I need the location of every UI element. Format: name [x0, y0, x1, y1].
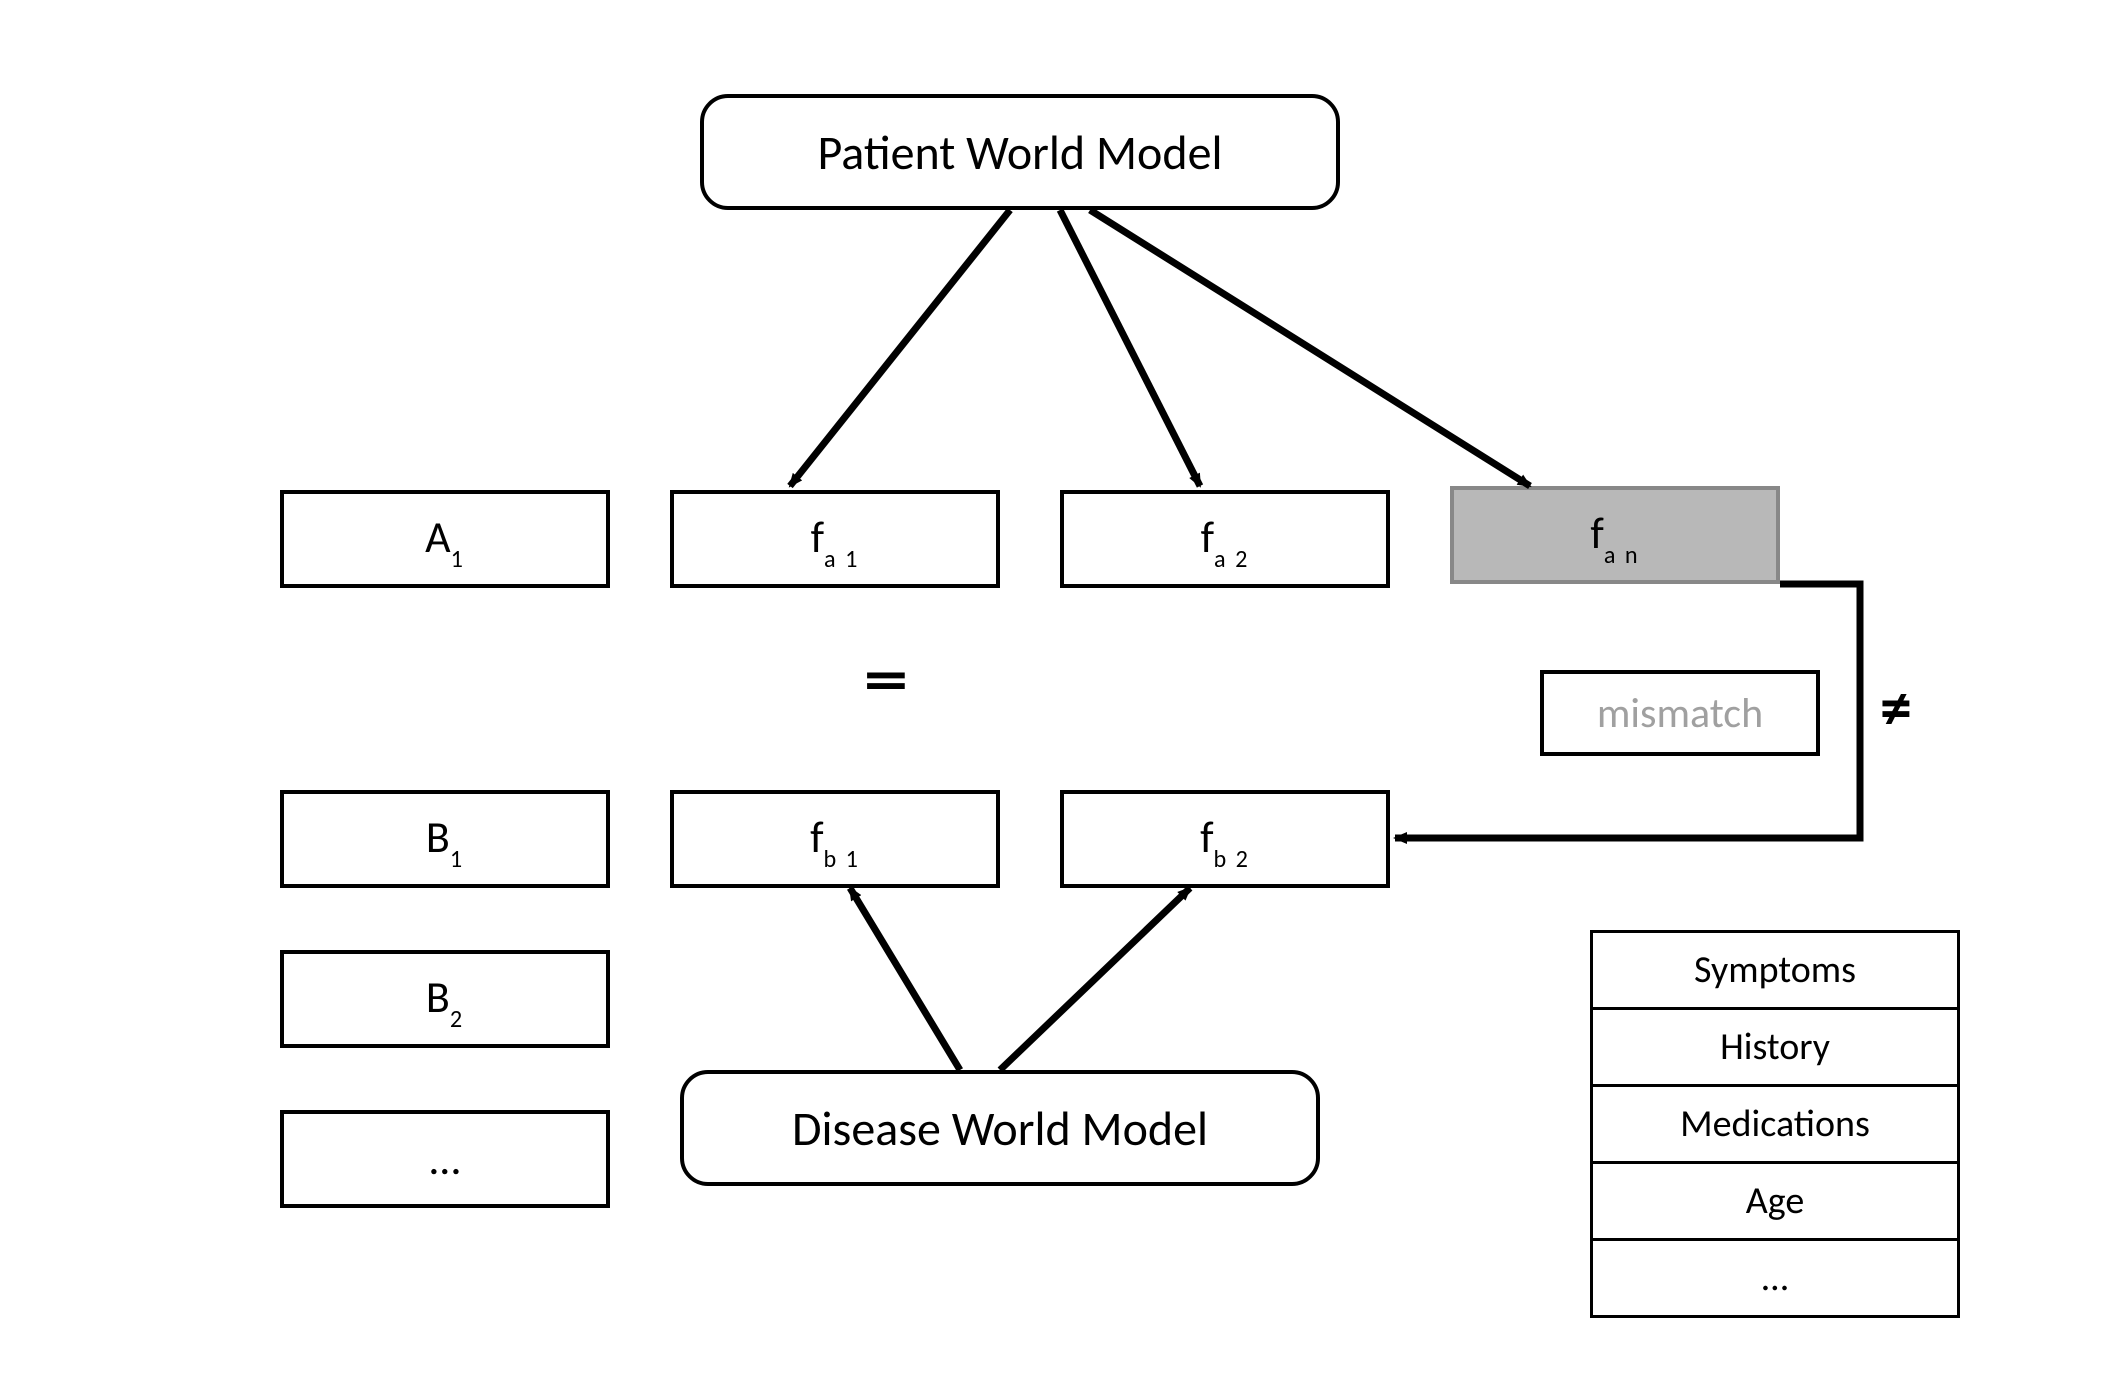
patient-world-model-node: Patient World Model: [700, 94, 1340, 210]
not-equal-symbol: ≠: [1880, 676, 1912, 740]
node-dots: …: [280, 1110, 610, 1208]
mismatch-node: mismatch: [1540, 670, 1820, 756]
node-fb1: fb 1: [670, 790, 1000, 888]
edge-disease-fb1: [850, 888, 960, 1070]
disease-model-label: Disease World Model: [792, 1099, 1208, 1158]
disease-world-model-node: Disease World Model: [680, 1070, 1320, 1186]
edge-patient-fa1: [790, 210, 1010, 486]
patient-model-label: Patient World Model: [818, 123, 1223, 182]
node-fa1: fa 1: [670, 490, 1000, 588]
legend-item: …: [1593, 1241, 1957, 1315]
legend-item: Medications: [1593, 1087, 1957, 1164]
equals-symbol: =: [864, 648, 909, 712]
edge-disease-fb2: [1000, 888, 1190, 1070]
legend-item: History: [1593, 1010, 1957, 1087]
edge-patient-fan: [1090, 210, 1530, 486]
node-fan: fa n: [1450, 486, 1780, 584]
node-fa2: fa 2: [1060, 490, 1390, 588]
node-B2: B2: [280, 950, 610, 1048]
node-fb2: fb 2: [1060, 790, 1390, 888]
edge-patient-fa2: [1060, 210, 1200, 486]
mismatch-label: mismatch: [1597, 688, 1763, 739]
legend-list: Symptoms History Medications Age …: [1590, 930, 1960, 1318]
node-B1: B1: [280, 790, 610, 888]
legend-item: Age: [1593, 1164, 1957, 1241]
legend-item: Symptoms: [1593, 933, 1957, 1010]
node-A1: A1: [280, 490, 610, 588]
